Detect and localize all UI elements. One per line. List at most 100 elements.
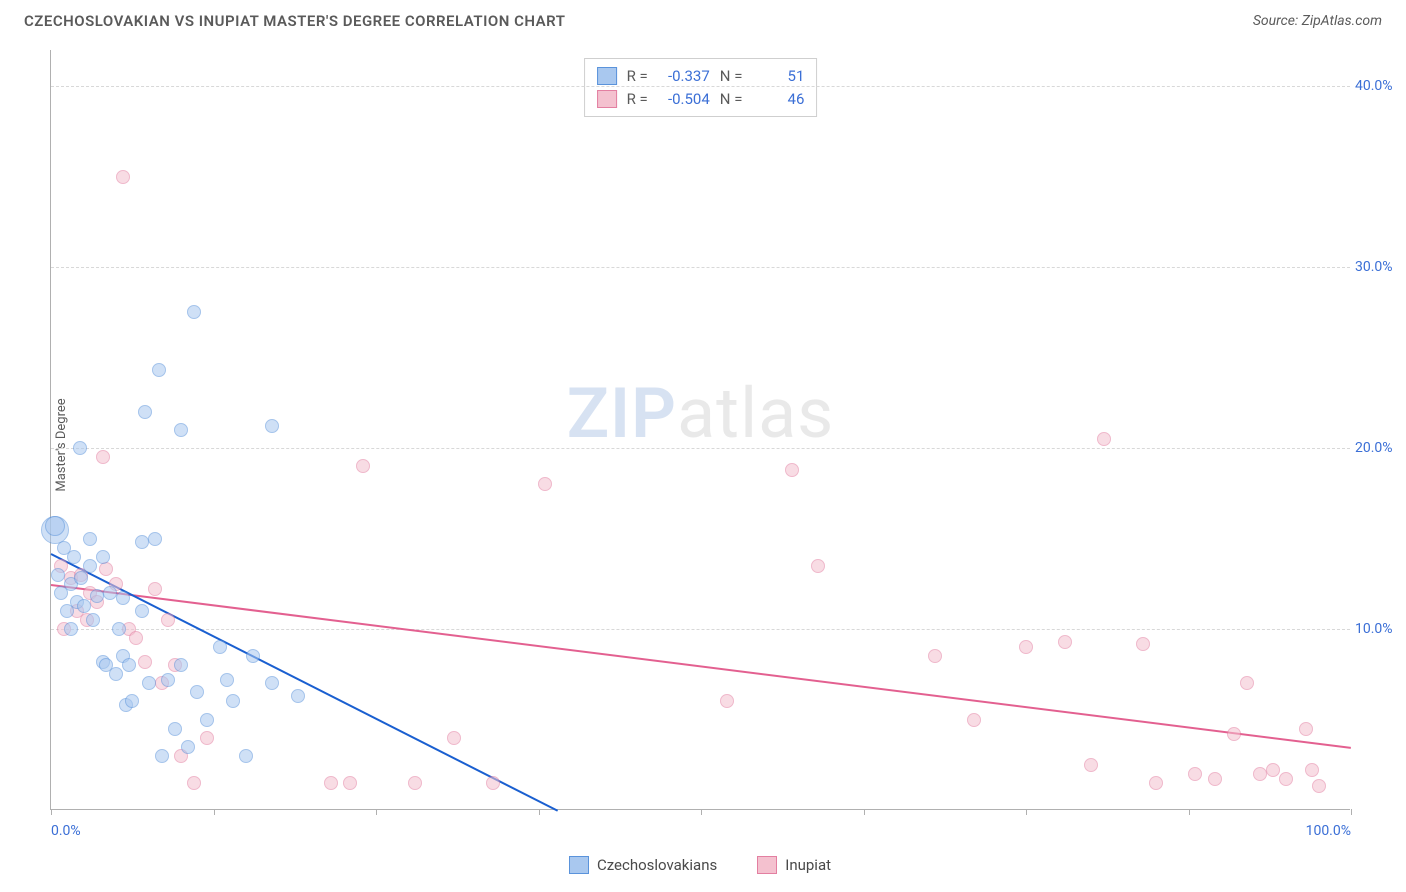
data-point bbox=[86, 613, 100, 627]
trend-line bbox=[51, 584, 1351, 749]
data-point bbox=[135, 535, 149, 549]
gridline bbox=[51, 267, 1350, 268]
data-point bbox=[103, 586, 117, 600]
ytick-label: 20.0% bbox=[1355, 440, 1406, 456]
data-point bbox=[1227, 727, 1241, 741]
swatch-inupiat bbox=[597, 90, 617, 108]
watermark-zip: ZIP bbox=[567, 373, 677, 455]
data-point bbox=[226, 694, 240, 708]
data-point bbox=[265, 419, 279, 433]
xtick-label: 0.0% bbox=[51, 823, 81, 839]
data-point bbox=[220, 673, 234, 687]
data-point bbox=[99, 562, 113, 576]
data-point bbox=[142, 676, 156, 690]
data-point bbox=[64, 622, 78, 636]
data-point bbox=[1299, 722, 1313, 736]
data-point bbox=[67, 550, 81, 564]
data-point bbox=[213, 640, 227, 654]
watermark-atlas: atlas bbox=[677, 373, 834, 455]
n-value-inupiat: 46 bbox=[752, 88, 804, 111]
data-point bbox=[129, 631, 143, 645]
legend-label-inupiat: Inupiat bbox=[785, 856, 831, 874]
gridline bbox=[51, 629, 1350, 630]
r-value-czech: -0.337 bbox=[658, 65, 710, 88]
data-point bbox=[122, 658, 136, 672]
data-point bbox=[161, 613, 175, 627]
gridline bbox=[51, 448, 1350, 449]
data-point bbox=[1019, 640, 1033, 654]
r-label: R = bbox=[627, 65, 648, 88]
data-point bbox=[109, 667, 123, 681]
data-point bbox=[291, 689, 305, 703]
chart-header: CZECHOSLOVAKIAN VS INUPIAT MASTER'S DEGR… bbox=[0, 0, 1406, 38]
xtick bbox=[701, 809, 702, 815]
data-point bbox=[343, 776, 357, 790]
data-point bbox=[190, 685, 204, 699]
chart-area: Master's Degree ZIPatlas R = -0.337 N = … bbox=[50, 50, 1350, 840]
data-point bbox=[187, 776, 201, 790]
data-point bbox=[74, 571, 88, 585]
chart-title: CZECHOSLOVAKIAN VS INUPIAT MASTER'S DEGR… bbox=[24, 12, 565, 30]
chart-source: Source: ZipAtlas.com bbox=[1253, 13, 1382, 29]
data-point bbox=[324, 776, 338, 790]
data-point bbox=[811, 559, 825, 573]
data-point bbox=[1240, 676, 1254, 690]
data-point bbox=[1312, 779, 1326, 793]
stats-row-czech: R = -0.337 N = 51 bbox=[597, 65, 805, 88]
data-point bbox=[356, 459, 370, 473]
data-point bbox=[967, 713, 981, 727]
legend-swatch-inupiat bbox=[757, 856, 777, 874]
data-point bbox=[408, 776, 422, 790]
data-point bbox=[1097, 432, 1111, 446]
data-point bbox=[155, 749, 169, 763]
data-point bbox=[174, 423, 188, 437]
n-value-czech: 51 bbox=[752, 65, 804, 88]
data-point bbox=[116, 170, 130, 184]
data-point bbox=[1266, 763, 1280, 777]
data-point bbox=[96, 450, 110, 464]
data-point bbox=[125, 694, 139, 708]
data-point bbox=[1136, 637, 1150, 651]
data-point bbox=[1279, 772, 1293, 786]
data-point bbox=[1253, 767, 1267, 781]
data-point bbox=[181, 740, 195, 754]
data-point bbox=[161, 673, 175, 687]
xtick bbox=[214, 809, 215, 815]
ytick-label: 40.0% bbox=[1355, 78, 1406, 94]
r-value-inupiat: -0.504 bbox=[658, 88, 710, 111]
data-point bbox=[138, 655, 152, 669]
r-label: R = bbox=[627, 88, 648, 111]
data-point bbox=[265, 676, 279, 690]
data-point bbox=[200, 713, 214, 727]
data-point bbox=[1208, 772, 1222, 786]
legend-swatch-czech bbox=[569, 856, 589, 874]
data-point bbox=[152, 363, 166, 377]
data-point bbox=[1084, 758, 1098, 772]
ytick-label: 30.0% bbox=[1355, 259, 1406, 275]
stats-row-inupiat: R = -0.504 N = 46 bbox=[597, 88, 805, 111]
data-point bbox=[77, 599, 91, 613]
gridline bbox=[51, 86, 1350, 87]
legend-item-czech: Czechoslovakians bbox=[569, 856, 717, 874]
data-point bbox=[168, 722, 182, 736]
data-point bbox=[90, 589, 104, 603]
data-point bbox=[148, 532, 162, 546]
data-point bbox=[246, 649, 260, 663]
data-point bbox=[174, 658, 188, 672]
ytick-label: 10.0% bbox=[1355, 621, 1406, 637]
data-point bbox=[148, 582, 162, 596]
xtick bbox=[376, 809, 377, 815]
data-point bbox=[135, 604, 149, 618]
data-point bbox=[116, 591, 130, 605]
n-label: N = bbox=[720, 65, 743, 88]
data-point bbox=[538, 477, 552, 491]
data-point bbox=[73, 441, 87, 455]
n-label: N = bbox=[720, 88, 743, 111]
data-point bbox=[486, 776, 500, 790]
data-point bbox=[83, 559, 97, 573]
watermark: ZIPatlas bbox=[567, 373, 835, 455]
data-point bbox=[96, 550, 110, 564]
xtick bbox=[539, 809, 540, 815]
data-point bbox=[1305, 763, 1319, 777]
data-point bbox=[447, 731, 461, 745]
